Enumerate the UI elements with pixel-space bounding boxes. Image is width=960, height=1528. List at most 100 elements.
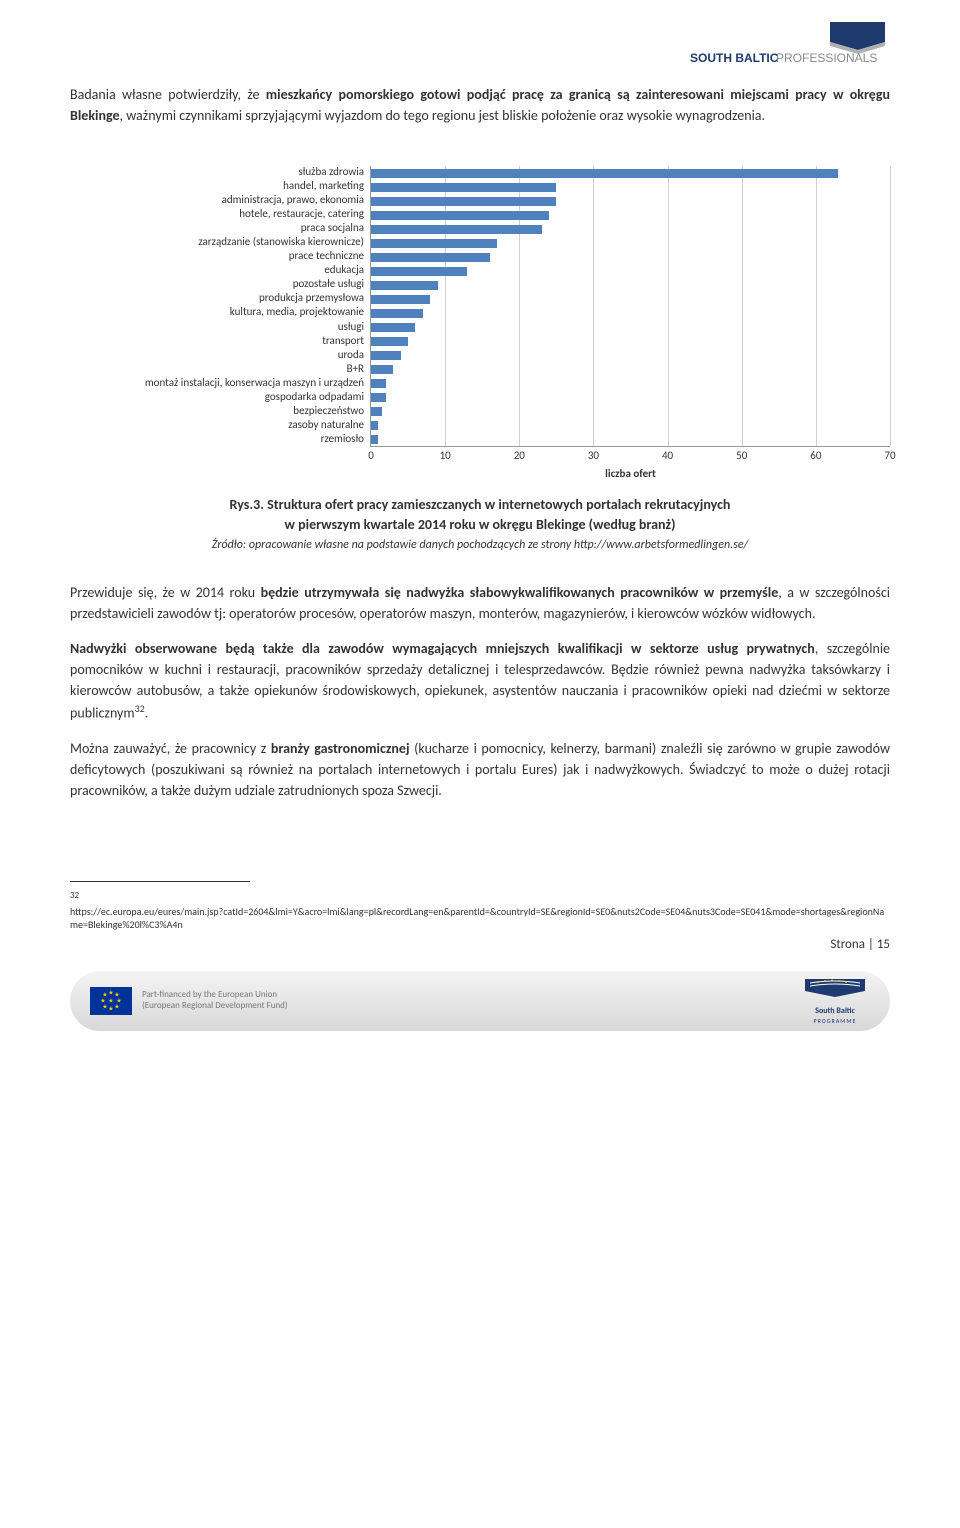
- chart-category-label: edukacja: [70, 264, 364, 278]
- footer-sb-line2: PROGRAMME: [814, 1017, 857, 1026]
- chart-bar-row: [371, 250, 890, 264]
- chart-bar: [371, 393, 386, 402]
- chart-bar-row: [371, 264, 890, 278]
- footer-eu-line1: Part-financed by the European Union: [142, 989, 277, 1000]
- footer-bar: Part-financed by the European Union (Eur…: [70, 971, 890, 1031]
- para1-post: , ważnymi czynnikami sprzyjającymi wyjaz…: [120, 107, 766, 124]
- chart-category-label: transport: [70, 335, 364, 349]
- chart-bar: [371, 267, 467, 276]
- eu-flag-icon: [90, 987, 132, 1015]
- chart-bar: [371, 281, 438, 290]
- chart-y-labels: służba zdrowiahandel, marketingadministr…: [70, 166, 370, 447]
- paragraph-intro: Badania własne potwierdziły, że mieszkań…: [70, 84, 890, 126]
- chart-gridline: [890, 166, 891, 446]
- footnote-num: 32: [70, 890, 79, 901]
- chart-bar-row: [371, 376, 890, 390]
- chart-bar: [371, 239, 497, 248]
- chart-bar-row: [371, 222, 890, 236]
- chart-bar-row: [371, 362, 890, 376]
- chart-category-label: pozostałe usługi: [70, 278, 364, 292]
- chart-x-label: liczba ofert: [605, 466, 656, 483]
- chart-category-label: B+R: [70, 363, 364, 377]
- chart-bar-row: [371, 348, 890, 362]
- chart-x-tick: 0: [368, 448, 374, 465]
- chart-bar-row: [371, 236, 890, 250]
- south-baltic-logo: SOUTH BALTIC PROFESSIONALS: [690, 20, 890, 68]
- chart-category-label: montaż instalacji, konserwacja maszyn i …: [70, 377, 364, 391]
- para2-pre: Przewiduje się, że w 2014 roku: [70, 584, 261, 601]
- chart-category-label: usługi: [70, 321, 364, 335]
- footnote-text: https://ec.europa.eu/eures/main.jsp?catI…: [70, 905, 884, 931]
- fig-ref: Rys.3.: [230, 496, 268, 513]
- chart-category-label: uroda: [70, 349, 364, 363]
- para3-bold: Nadwyżki obserwowane będą także dla zawo…: [70, 640, 815, 657]
- footnote-ref-32: 32: [135, 702, 145, 715]
- chart-category-label: bezpieczeństwo: [70, 405, 364, 419]
- para1-pre: Badania własne potwierdziły, że: [70, 86, 266, 103]
- figure-caption: Rys.3. Struktura ofert pracy zamieszczan…: [70, 495, 890, 534]
- footnote-32: 32 https://ec.europa.eu/eures/main.jsp?c…: [70, 890, 890, 931]
- chart-bar: [371, 323, 415, 332]
- chart-bar-row: [371, 334, 890, 348]
- chart-category-label: administracja, prawo, ekonomia: [70, 194, 364, 208]
- chart-plot-area: liczba ofert 010203040506070: [370, 166, 890, 447]
- paragraph-2: Przewiduje się, że w 2014 roku będzie ut…: [70, 582, 890, 624]
- chart-category-label: zarządzanie (stanowiska kierownicze): [70, 236, 364, 250]
- footer-eu-line2: (European Regional Development Fund): [142, 1000, 288, 1011]
- svg-text:PROFESSIONALS: PROFESSIONALS: [776, 51, 877, 65]
- chart-bar-row: [371, 166, 890, 180]
- para3-end: .: [145, 705, 149, 722]
- svg-text:SOUTH BALTIC: SOUTH BALTIC: [690, 51, 779, 65]
- chart-bar-row: [371, 320, 890, 334]
- chart-bar-row: [371, 194, 890, 208]
- chart-bar-row: [371, 390, 890, 404]
- chart-category-label: rzemiosło: [70, 433, 364, 447]
- chart-bar: [371, 309, 423, 318]
- chart-category-label: służba zdrowia: [70, 166, 364, 180]
- fig-caption-l2: w pierwszym kwartale 2014 roku w okręgu …: [285, 516, 676, 533]
- footer-eu-text: Part-financed by the European Union (Eur…: [142, 990, 288, 1012]
- chart-bar: [371, 211, 549, 220]
- chart-bar-row: [371, 292, 890, 306]
- chart-category-label: gospodarka odpadami: [70, 391, 364, 405]
- chart-bar: [371, 183, 556, 192]
- chart-x-tick: 60: [810, 448, 821, 465]
- footer-eu: Part-financed by the European Union (Eur…: [90, 987, 288, 1015]
- paragraph-3: Nadwyżki obserwowane będą także dla zawo…: [70, 638, 890, 724]
- chart-bar-row: [371, 418, 890, 432]
- chart-bar: [371, 379, 386, 388]
- chart-category-label: handel, marketing: [70, 180, 364, 194]
- chart-category-label: prace techniczne: [70, 250, 364, 264]
- chart-bar: [371, 295, 430, 304]
- chart-x-tick: 10: [440, 448, 451, 465]
- paragraph-4: Można zauważyć, że pracownicy z branży g…: [70, 738, 890, 801]
- footer-sb-logo: South Baltic PROGRAMME: [800, 975, 870, 1026]
- chart-bar: [371, 197, 556, 206]
- chart-x-tick: 40: [662, 448, 673, 465]
- fig-caption-l1: Struktura ofert pracy zamieszczanych w i…: [267, 496, 730, 513]
- chart-bar-row: [371, 278, 890, 292]
- chart-bar: [371, 351, 401, 360]
- para4-bold: branży gastronomicznej: [271, 740, 410, 757]
- chart-x-tick: 30: [588, 448, 599, 465]
- chart-bar: [371, 407, 382, 416]
- chart-category-label: hotele, restauracje, catering: [70, 208, 364, 222]
- bar-chart: służba zdrowiahandel, marketingadministr…: [70, 166, 890, 447]
- chart-bar: [371, 365, 393, 374]
- chart-x-tick: 70: [884, 448, 895, 465]
- footnote-separator: [70, 881, 250, 882]
- chart-bar-row: [371, 180, 890, 194]
- para2-bold: będzie utrzymywała się nadwyżka słabowyk…: [261, 584, 779, 601]
- chart-x-axis: liczba ofert 010203040506070: [371, 446, 890, 476]
- chart-bar: [371, 435, 378, 444]
- chart-bar-row: [371, 432, 890, 446]
- figure-source: Źródło: opracowanie własne na podstawie …: [70, 536, 890, 554]
- south-baltic-programme-icon: [800, 975, 870, 1005]
- chart-bar: [371, 169, 838, 178]
- chart-category-label: zasoby naturalne: [70, 419, 364, 433]
- chart-bar-row: [371, 208, 890, 222]
- chart-bar: [371, 421, 378, 430]
- chart-bar: [371, 253, 490, 262]
- chart-category-label: praca socjalna: [70, 222, 364, 236]
- page-number: Strona | 15: [70, 935, 890, 955]
